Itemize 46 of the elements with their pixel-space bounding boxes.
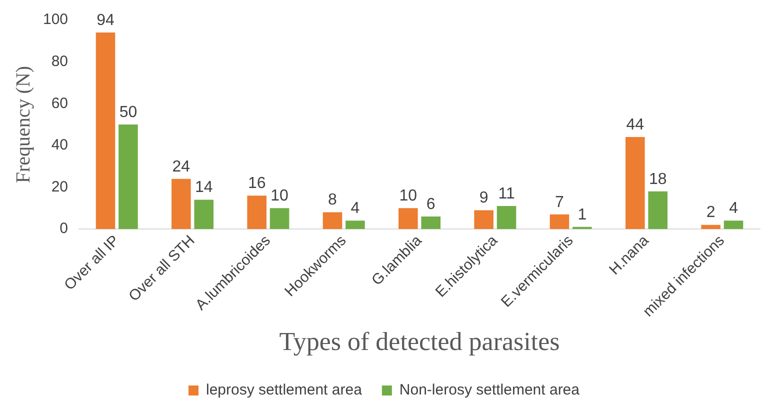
data-label: 16 — [248, 174, 266, 192]
bar — [626, 137, 645, 230]
bar — [172, 178, 191, 230]
data-label: 10 — [399, 188, 418, 205]
y-tick-label: 60 — [51, 94, 68, 112]
data-label: 24 — [172, 158, 190, 176]
legend-label: Non-lerosy settlement area — [399, 382, 580, 399]
data-label: 9 — [479, 190, 488, 207]
bar — [496, 206, 516, 230]
bar — [322, 212, 342, 230]
data-label: 11 — [498, 185, 515, 202]
bar — [270, 208, 290, 230]
data-label: 7 — [555, 194, 564, 211]
data-label: 18 — [648, 170, 667, 188]
data-label: 44 — [626, 116, 644, 134]
bar — [96, 32, 116, 230]
bar — [247, 196, 266, 230]
bar — [474, 210, 494, 230]
bar — [194, 200, 214, 230]
data-label: 4 — [350, 200, 360, 218]
bar — [550, 214, 570, 230]
bar — [572, 226, 592, 230]
bar — [398, 208, 418, 230]
data-label: 8 — [328, 192, 338, 209]
data-label: 14 — [194, 179, 213, 196]
data-label: 10 — [270, 188, 289, 205]
data-label: 6 — [426, 196, 436, 213]
bar — [701, 224, 720, 230]
bar — [421, 216, 441, 230]
data-label: 50 — [119, 104, 138, 121]
data-label: 2 — [706, 204, 716, 222]
bar — [648, 191, 668, 230]
y-tick-label: 20 — [51, 178, 68, 196]
bar — [346, 220, 365, 230]
bar — [724, 220, 744, 230]
data-label: 94 — [96, 12, 115, 29]
y-axis-title: Frequency (N) — [12, 66, 34, 184]
data-label: 4 — [729, 200, 738, 218]
y-tick-label: 0 — [60, 220, 68, 238]
x-axis-title: Types of detected parasites — [279, 327, 560, 356]
bar — [118, 124, 138, 230]
data-label: 1 — [578, 206, 587, 224]
legend-label: leprosy settlement area — [206, 382, 363, 399]
y-tick-label: 100 — [42, 11, 68, 28]
y-tick-label: 80 — [51, 52, 68, 70]
y-tick-label: 40 — [51, 136, 68, 154]
